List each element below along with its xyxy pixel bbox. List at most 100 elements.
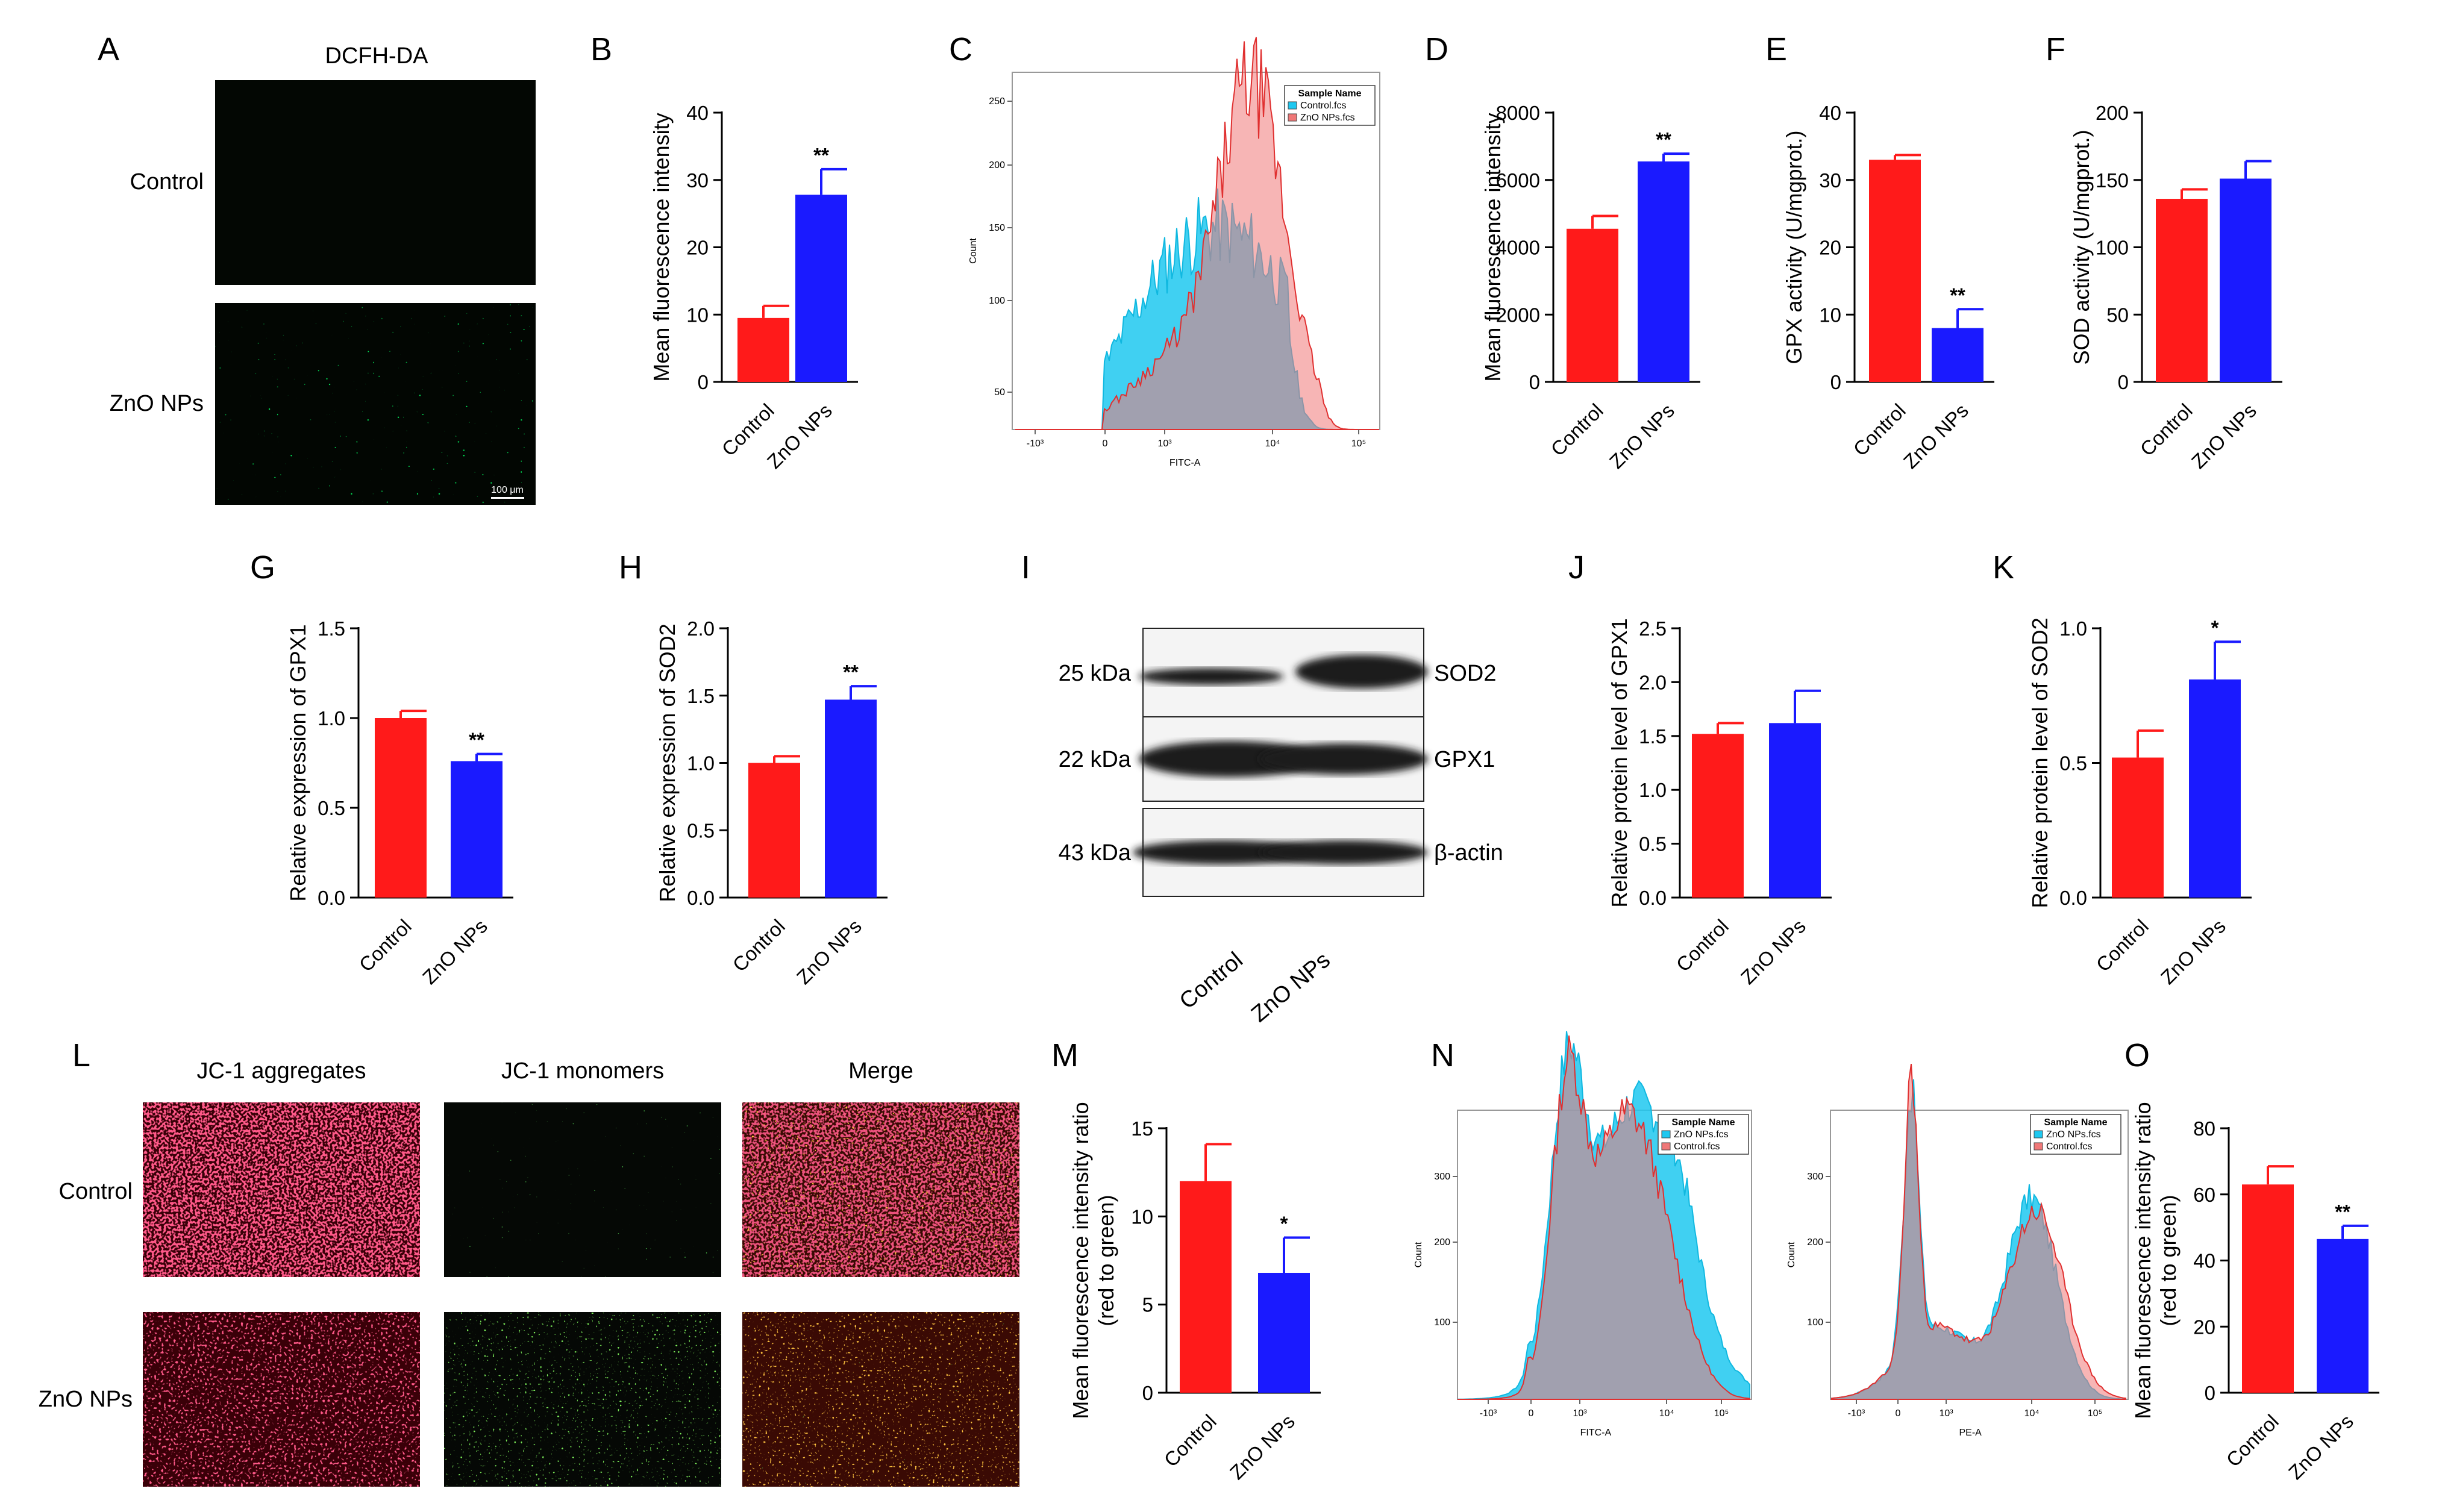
y-tick-label: 1.0 [2059, 617, 2087, 640]
significance-marker: ** [2335, 1201, 2350, 1223]
y-tick-label: 5 [1142, 1294, 1153, 1316]
y-axis-label: GPX activity (U/mgprot.) [1782, 130, 1806, 364]
x-category-label: ZnO NPs [2156, 915, 2230, 989]
y-tick-label: 100 [1434, 1317, 1450, 1328]
panel-n-pe-flow-histogram: 100 200 300 -10³ 0 10³ 10⁴ 10⁵ PE-A Count Sample N… [1786, 1063, 2129, 1438]
y-tick-label: 8000 [1496, 102, 1540, 124]
legend-swatch [1288, 113, 1297, 122]
panel-l-jc1-images: L JC-1 aggregates JC-1 monomers Merge Contro… [39, 1037, 1019, 1487]
y-tick-label: 40 [2193, 1250, 2215, 1272]
bar-control [2112, 757, 2164, 898]
panel-a-microscopy: A DCFH-DA 100 μm Control ZnO NPs [98, 31, 536, 505]
x-tick-label: -10³ [1848, 1408, 1865, 1419]
histogram-series-2 [1457, 1035, 1750, 1400]
molecular-weight-label: 43 kDa [1059, 840, 1132, 866]
column-title: JC-1 monomers [501, 1058, 664, 1084]
legend-entry: ZnO NPs.fcs [1674, 1129, 1729, 1140]
y-axis-label: Relative protein level of GPX1 [1607, 618, 1632, 907]
y-tick-label: 0.5 [687, 819, 715, 842]
panel-letter: H [619, 549, 642, 586]
bar-control [748, 763, 800, 898]
molecular-weight-label: 22 kDa [1059, 747, 1132, 772]
y-tick-label: 1.0 [318, 707, 345, 729]
y-axis-label: Relative protein level of SOD2 [2027, 617, 2052, 908]
panel-letter: L [72, 1037, 90, 1073]
x-category-label: ZnO NPs [763, 399, 836, 473]
lane-label: ZnO NPs [1247, 948, 1335, 1028]
panel-letter: F [2046, 31, 2065, 67]
panel-i-western-blot: I 25 kDa SOD2 22 kDa GPX1 43 kDa β-actin Contro… [1021, 549, 1503, 1027]
significance-marker: ** [1656, 128, 1671, 151]
overlay-dots [742, 1312, 1019, 1487]
protein-band [1295, 655, 1428, 689]
x-category-label: Control [728, 915, 789, 976]
x-tick-label: 10³ [1573, 1408, 1587, 1419]
legend-swatch [1288, 101, 1297, 110]
legend-entry: Control.fcs [1300, 101, 1346, 111]
x-category-label: Control [1849, 399, 1910, 460]
x-axis-label: PE-A [1959, 1428, 1982, 1438]
blot-strip-gpx1: 22 kDa GPX1 [1059, 716, 1495, 802]
x-category-label: ZnO NPs [1736, 915, 1810, 989]
legend-entry: ZnO NPs.fcs [1300, 113, 1355, 123]
y-axis-label: Count [968, 238, 978, 264]
bar-zno-nps [795, 195, 847, 382]
bar-control [2242, 1184, 2294, 1393]
panel-letter: D [1425, 31, 1448, 67]
bar-control [1180, 1181, 1232, 1393]
panel-letter: I [1021, 549, 1030, 586]
panel-letter: J [1568, 549, 1585, 586]
x-category-label: Control [2092, 915, 2153, 976]
blot-strip-β-actin: 43 kDa β-actin [1059, 808, 1503, 897]
y-tick-label: 0.5 [2059, 752, 2087, 775]
bar-zno-nps [2189, 679, 2241, 898]
x-category-label: Control [2222, 1410, 2283, 1471]
y-axis-label: Relative expression of GPX1 [286, 624, 310, 901]
molecular-weight-label: 25 kDa [1059, 661, 1132, 686]
y-tick-label: 150 [989, 223, 1005, 233]
row-label: ZnO NPs [39, 1387, 133, 1412]
scale-bar [491, 497, 524, 499]
y-tick-label: 40 [1819, 102, 1841, 124]
x-tick-label: -10³ [1027, 439, 1044, 449]
legend-swatch [1661, 1142, 1671, 1151]
y-tick-label: 50 [994, 387, 1005, 398]
legend-swatch [2034, 1142, 2043, 1151]
blot-strip-sod2: 25 kDa SOD2 [1059, 628, 1496, 718]
y-tick-label: 100 [2096, 237, 2129, 259]
fluorescence-dots [143, 1312, 420, 1487]
row-label: Control [59, 1179, 133, 1204]
y-axis-label: Relative expression of SOD2 [655, 623, 680, 902]
y-tick-label: 0 [698, 371, 709, 393]
x-category-label: ZnO NPs [418, 915, 492, 989]
row-label: ZnO NPs [110, 391, 204, 416]
legend-swatch [1661, 1130, 1671, 1139]
panel-letter: M [1051, 1037, 1079, 1073]
green-fluorescence-dots [215, 303, 536, 505]
x-axis-label: FITC-A [1169, 458, 1201, 468]
panel-letter: A [98, 31, 119, 67]
y-tick-label: 100 [1807, 1317, 1823, 1328]
y-tick-label: 40 [686, 102, 709, 124]
y-axis-label: (red to green) [1094, 1195, 1118, 1326]
y-tick-label: 1.0 [687, 752, 715, 775]
y-tick-label: 2.5 [1639, 617, 1667, 640]
image-control-merge [742, 1102, 1019, 1277]
legend-title: Sample Name [2044, 1117, 2108, 1128]
x-category-label: ZnO NPs [792, 915, 866, 989]
bar-control [375, 718, 427, 898]
y-tick-label: 0 [1830, 371, 1841, 393]
x-tick-label: 10³ [1939, 1408, 1953, 1419]
y-tick-label: 0 [1529, 371, 1540, 393]
y-tick-label: 30 [1819, 169, 1841, 192]
x-tick-label: 10⁴ [2024, 1408, 2040, 1419]
y-tick-label: 15 [1131, 1117, 1153, 1140]
y-tick-label: 1.5 [687, 685, 715, 707]
significance-marker: ** [1950, 284, 1965, 306]
bar-zno-nps [1258, 1272, 1310, 1393]
image-control-aggregates [143, 1102, 420, 1277]
